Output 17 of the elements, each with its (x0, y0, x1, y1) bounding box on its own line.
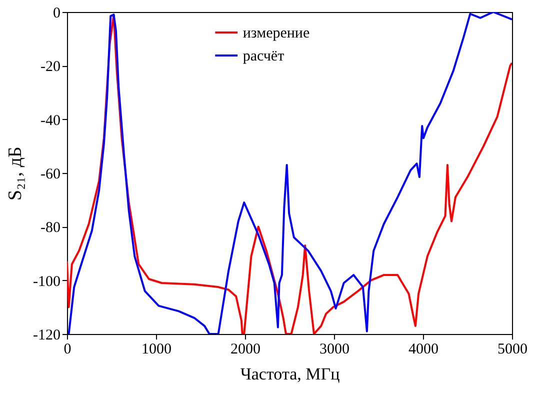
x-tick-label: 1000 (142, 342, 172, 358)
x-tick-label: 2000 (230, 342, 260, 358)
y-tick-label: -20 (40, 59, 60, 76)
x-tick-label: 5000 (498, 342, 528, 358)
y-tick-label: -60 (40, 166, 60, 182)
y-tick-label: 0 (53, 6, 60, 22)
y-tick-label: -80 (40, 220, 60, 236)
legend-label: измерение (242, 26, 310, 42)
y-tick-label: -40 (40, 112, 60, 129)
y-tick-label: -100 (33, 274, 60, 290)
x-tick-label: 0 (64, 342, 72, 358)
legend-label: расчёт (242, 48, 285, 64)
x-axis-title: Частота, МГц (240, 364, 340, 384)
x-tick-label: 3000 (320, 342, 350, 358)
y-tick-label: -120 (33, 328, 60, 344)
y-axis-title: S₂₁, дБ (5, 146, 26, 200)
x-tick-label: 4000 (408, 342, 438, 358)
